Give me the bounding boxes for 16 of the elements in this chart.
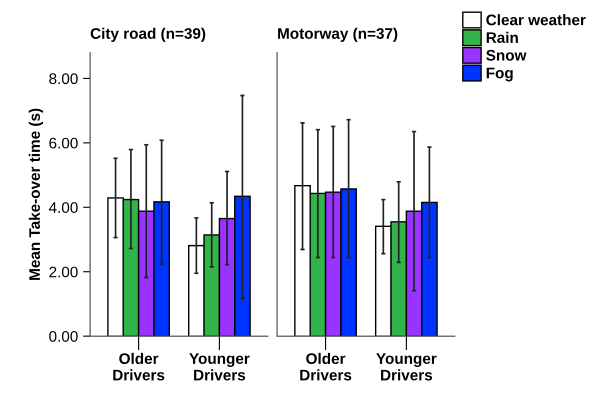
y-tick-label: 4.00 xyxy=(48,202,78,213)
y-tick-label: 2.00 xyxy=(49,266,78,278)
x-tick-label: Older Drivers xyxy=(113,352,164,380)
chart-title: City road (n=39) xyxy=(90,28,206,42)
y-axis-title: Mean Take-over time (s) xyxy=(28,108,44,280)
x-tick-label: Younger Drivers xyxy=(189,353,250,380)
chart-title: Motorway (n=37) xyxy=(278,28,398,42)
y-tick-label: 8.00 xyxy=(49,73,78,84)
legend-label: Rain xyxy=(486,32,518,44)
y-tick-label: 0.00 xyxy=(49,331,78,342)
y-tick-label: 6.00 xyxy=(49,138,78,149)
legend-label: Snow xyxy=(486,50,526,61)
legend-label: Clear weather xyxy=(486,14,586,26)
legend-label: Fog xyxy=(486,68,513,82)
x-tick-label: Younger Drivers xyxy=(376,353,437,380)
x-tick-label: Older Drivers xyxy=(300,352,352,380)
